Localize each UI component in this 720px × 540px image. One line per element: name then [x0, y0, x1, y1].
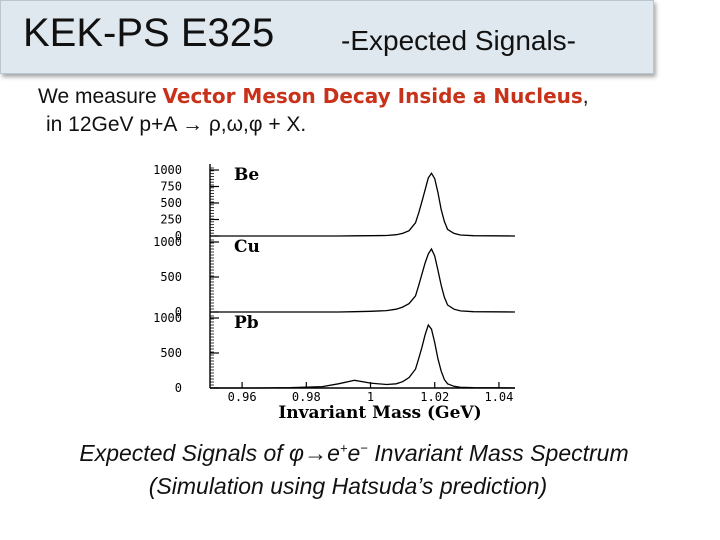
panel-label-cu: Cu	[234, 237, 260, 257]
x-tick-label: 1.02	[420, 390, 449, 404]
y-tick-label: 500	[160, 270, 182, 284]
intro-line-2: in 12GeV p+A → ρ,ω,φ + X.	[46, 113, 307, 136]
y-tick-label: 750	[160, 180, 182, 194]
intro-highlight: Vector Meson Decay Inside a Nucleus	[162, 84, 583, 108]
x-tick-label: 1.04	[484, 390, 513, 404]
title-banner: KEK-PS E325 -Expected Signals-	[0, 0, 654, 74]
y-tick-label: 1000	[153, 311, 182, 325]
caption-part-c: Invariant Mass Spectrum	[367, 440, 629, 466]
intro-suffix: ,	[582, 85, 589, 108]
y-tick-label: 500	[160, 346, 182, 360]
caption-part-a: Expected Signals of φ→e	[79, 440, 340, 466]
y-tick-label: 500	[160, 196, 182, 210]
y-tick-label: 0	[175, 381, 182, 395]
page-subtitle: -Expected Signals-	[341, 25, 577, 56]
panel-label-be: Be	[234, 165, 259, 185]
x-tick-label: 0.98	[292, 390, 321, 404]
histogram-series-be	[210, 172, 516, 237]
panel-label-pb: Pb	[234, 313, 259, 333]
y-tick-label: 0	[175, 229, 182, 243]
y-tick-label: 250	[160, 213, 182, 227]
y-tick-label: 0	[175, 305, 182, 319]
caption-sup-plus: +	[339, 440, 348, 456]
caption-part-b: e	[347, 440, 361, 466]
intro-prefix: We measure	[38, 85, 163, 108]
caption-sup-minus: −	[360, 440, 368, 456]
y-tick-label: 1000	[153, 163, 182, 177]
x-tick-label: 0.96	[228, 390, 257, 404]
caption-line-1: Expected Signals of φ→e+e− Invariant Mas…	[0, 440, 714, 467]
caption-line-2: (Simulation using Hatsuda’s prediction)	[148, 473, 548, 499]
x-axis-label: Invariant Mass (GeV)	[278, 403, 481, 423]
intro-line-1: We measure Vector Meson Decay Inside a N…	[38, 84, 589, 109]
histogram-series-cu	[210, 247, 516, 313]
y-tick-label: 1000	[153, 235, 182, 249]
invariant-mass-chart: 1000 750 500 250 0 Be 1000 500 0 Cu 1000 500 0 Pb 0.96…	[153, 163, 516, 423]
page-title: KEK-PS E325	[23, 11, 275, 55]
x-tick-label: 1	[367, 390, 374, 404]
histogram-series-pb	[210, 323, 516, 389]
